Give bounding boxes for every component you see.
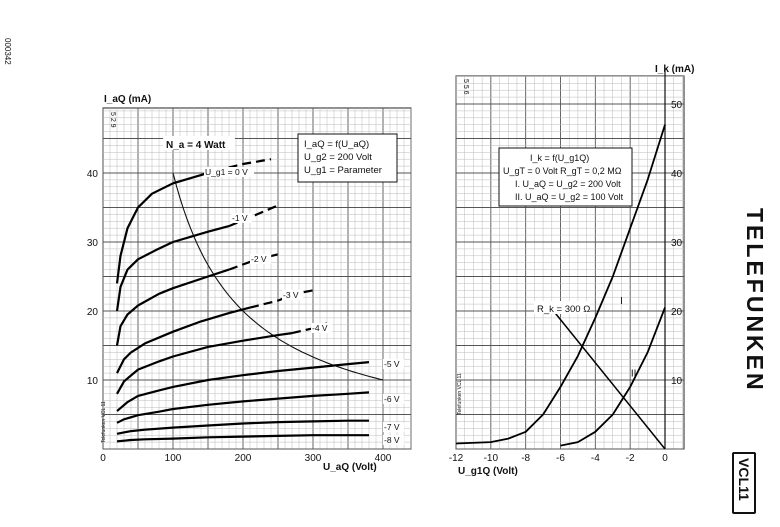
series-line — [116, 434, 369, 443]
x-tick-label: -4 — [591, 453, 600, 464]
x-tick-label: -10 — [484, 453, 499, 464]
power-label-bg — [163, 136, 235, 150]
series-line-dashed — [249, 289, 314, 309]
anode-characteristics-chart: 0 100 200 300 400 10 20 30 40 U_aQ (Volt) I_aQ (mA… — [87, 94, 412, 473]
x-tick-label: 0 — [100, 453, 106, 464]
x-tick-label: 200 — [235, 453, 252, 464]
y-tick-label: 20 — [671, 307, 683, 318]
y-tick-label: 30 — [87, 238, 99, 249]
resistor-load-line — [552, 310, 666, 450]
legend-line: I_k = f(U_g1Q) — [530, 153, 589, 163]
curve-label: -5 V — [384, 359, 400, 369]
legend-box — [297, 133, 398, 183]
x-tick-label: -12 — [449, 453, 464, 464]
curve-label-bg — [383, 422, 405, 432]
series-line — [115, 225, 230, 312]
series-line — [116, 361, 370, 412]
y-axis-label: I_k (mA) — [655, 64, 694, 75]
curve-label: -4 V — [312, 323, 328, 333]
tube-model-label: VCL11 — [736, 458, 752, 501]
x-tick-label: 0 — [662, 453, 668, 464]
resistor-label-bg — [534, 301, 590, 314]
curve-label-bg — [383, 394, 405, 404]
y-tick-label: 40 — [87, 169, 99, 180]
curve-label: -1 V — [232, 213, 248, 223]
curve-label-bg — [250, 254, 272, 264]
side-note: Telefunken VCL 11 — [457, 373, 463, 415]
document-code: 000342 — [3, 38, 12, 65]
curve-label: U_g1 = 0 V — [205, 167, 248, 177]
curve-label: -8 V — [384, 435, 400, 445]
curve-label-bg — [231, 213, 253, 223]
x-tick-label: 400 — [375, 453, 392, 464]
side-note: Telefunken VCL 11 — [101, 401, 107, 443]
series-line-dashed — [228, 204, 279, 228]
page-code: 5 2 9 — [109, 112, 116, 128]
curve-label: -6 V — [384, 394, 400, 404]
curve-label-bg — [383, 435, 405, 445]
curve-label: -3 V — [283, 290, 299, 300]
y-axis-label: I_aQ (mA) — [104, 94, 151, 105]
series-line — [115, 268, 230, 346]
legend-line: I. U_aQ = U_g2 = 200 Volt — [515, 179, 621, 189]
y-tick-label: 20 — [87, 307, 99, 318]
series-label-I: I — [620, 296, 623, 307]
y-tick-label: 40 — [671, 169, 683, 180]
x-tick-label: -2 — [626, 453, 635, 464]
y-tick-label: 50 — [671, 100, 683, 111]
cathode-current-chart: -12 -10 -8 -6 -4 -2 0 10 20 30 40 50 U_g1Q (Volt) I_k… — [449, 64, 695, 477]
series-line — [116, 306, 251, 374]
series-line — [560, 307, 666, 447]
page-code: 5 5 6 — [462, 79, 469, 95]
curve-label-bg — [383, 359, 405, 369]
legend-line: U_g1 = Parameter — [304, 165, 382, 176]
y-tick-label: 30 — [671, 238, 683, 249]
series-line-dashed — [214, 158, 272, 172]
brand-logo-text: TELEFUNKEN — [742, 208, 768, 393]
series-line — [116, 332, 293, 395]
curve-label: -2 V — [251, 254, 267, 264]
series-line — [455, 124, 666, 445]
power-label: N_a = 4 Watt — [166, 140, 226, 151]
legend-line: U_gT = 0 Volt R_gT = 0,2 MΩ — [503, 166, 622, 176]
curve-label: -7 V — [384, 422, 400, 432]
x-axis-label: U_g1Q (Volt) — [458, 466, 518, 477]
y-tick-label: 10 — [671, 376, 683, 387]
series-label-II: II — [631, 369, 637, 380]
curve-label-bg — [311, 323, 333, 333]
x-tick-label: 100 — [165, 453, 182, 464]
legend-line: U_g2 = 200 Volt — [304, 152, 372, 163]
x-tick-label: 300 — [305, 453, 322, 464]
series-line — [116, 391, 370, 424]
series-line — [115, 169, 216, 284]
legend-line: II. U_aQ = U_g2 = 100 Volt — [515, 192, 624, 202]
resistor-label: R_k = 300 Ω — [537, 304, 590, 315]
curve-label-bg — [204, 167, 254, 177]
power-dissipation-curve — [172, 172, 384, 381]
series-line — [116, 419, 369, 435]
legend-line: I_aQ = f(U_aQ) — [304, 139, 369, 150]
tube-model-badge: VCL11 — [732, 452, 756, 514]
y-tick-label: 10 — [87, 376, 99, 387]
legend-box — [498, 147, 633, 207]
curve-label-bg — [282, 290, 304, 300]
x-axis-label: U_aQ (Volt) — [323, 462, 377, 473]
x-tick-label: -8 — [521, 453, 530, 464]
x-tick-label: -6 — [556, 453, 565, 464]
